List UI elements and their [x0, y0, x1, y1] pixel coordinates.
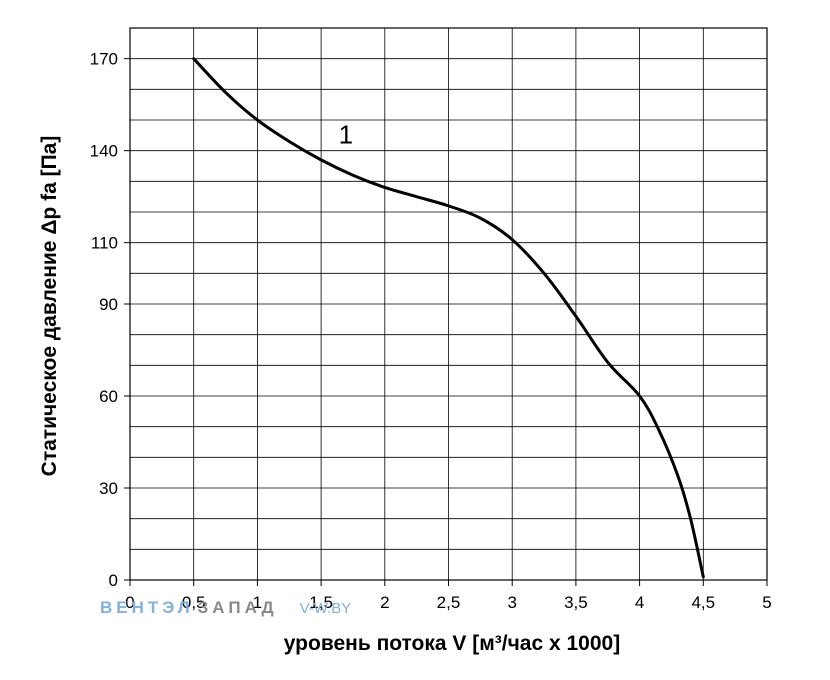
watermark: ВЕНТЭЛ ЗАПАД V-W.BY — [100, 598, 351, 617]
axis-ticks: 0 0,5 1 1,5 2 2,5 3 3,5 4 4,5 5 0 30 60 90 110 140 170 — [90, 50, 772, 612]
x-tick-label: 2,5 — [437, 593, 461, 612]
watermark-part-3: V-W.BY — [300, 600, 352, 617]
x-axis-title: уровень потока V [м³/час x 1000] — [284, 632, 620, 655]
x-tick-label: 1 — [253, 593, 262, 612]
y-tick-label: 60 — [99, 387, 118, 406]
y-tick-label: 110 — [91, 234, 118, 253]
x-tick-label: 3,5 — [564, 593, 588, 612]
x-tick-label: 2 — [380, 593, 389, 612]
grid — [129, 27, 768, 581]
y-axis-title: Статическое давление Δp fa [Па] — [38, 136, 61, 477]
y-tick-label: 140 — [90, 142, 118, 161]
x-tick-label: 4,5 — [691, 593, 715, 612]
y-tick-label: 90 — [99, 295, 118, 314]
x-tick-label: 3 — [507, 593, 516, 612]
x-tick-label: 1,5 — [309, 593, 333, 612]
y-tick-label: 30 — [99, 479, 118, 498]
x-tick-label: 4 — [635, 593, 644, 612]
y-tick-label: 0 — [109, 571, 118, 590]
series-layer — [192, 57, 705, 579]
watermark-part-2: ЗАПАД — [198, 598, 278, 617]
y-tick-label: 170 — [90, 50, 118, 69]
curve-label: 1 — [339, 119, 353, 149]
x-tick-label: 0,5 — [182, 593, 206, 612]
x-tick-label: 0 — [125, 593, 134, 612]
watermark-part-1: ВЕНТЭЛ — [100, 598, 194, 617]
series-line — [192, 57, 705, 579]
x-tick-label: 5 — [762, 593, 771, 612]
